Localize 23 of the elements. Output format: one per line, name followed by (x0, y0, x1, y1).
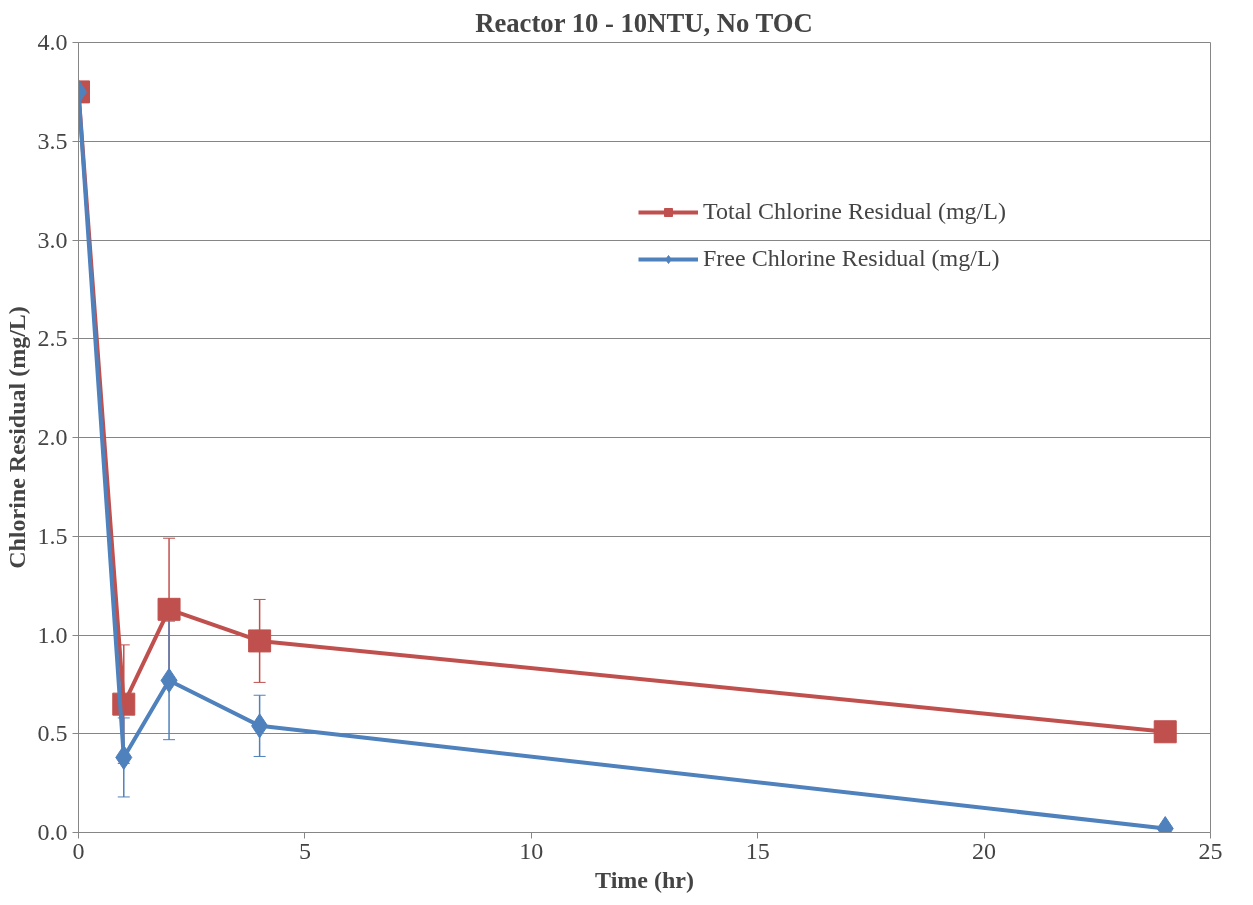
point (1153, 720, 1177, 744)
x-tick-label: 25 (1198, 837, 1223, 864)
x-tick-label: 0 (72, 837, 85, 864)
y-tick-label: 4.0 (37, 29, 68, 55)
x-tick-label: 15 (745, 837, 770, 864)
legend-label: Free Chlorine Residual (mg/L) (703, 245, 1000, 272)
x-tick-label: 10 (519, 837, 544, 864)
y-tick-label: 2.5 (37, 325, 68, 352)
x-axis-title: Time (hr) (595, 866, 694, 893)
y-tick-label: 3.0 (37, 226, 68, 253)
y-tick-label: 3.5 (37, 127, 68, 154)
y-tick-label: 1.5 (37, 522, 68, 549)
legend-label: Total Chlorine Residual (mg/L) (703, 198, 1006, 225)
y-tick-label: 2.0 (37, 424, 68, 450)
x-tick-label: 5 (298, 837, 311, 864)
y-tick-label: 0.0 (37, 819, 68, 845)
y-tick-label: 1.0 (37, 621, 68, 648)
point (157, 597, 181, 621)
y-axis-title: Chlorine Residual (mg/L) (3, 306, 30, 569)
y-tick-label: 0.5 (37, 720, 68, 747)
point (248, 629, 272, 653)
chart-title: Reactor 10 - 10NTU, No TOC (475, 7, 813, 38)
x-tick-label: 20 (972, 837, 997, 864)
